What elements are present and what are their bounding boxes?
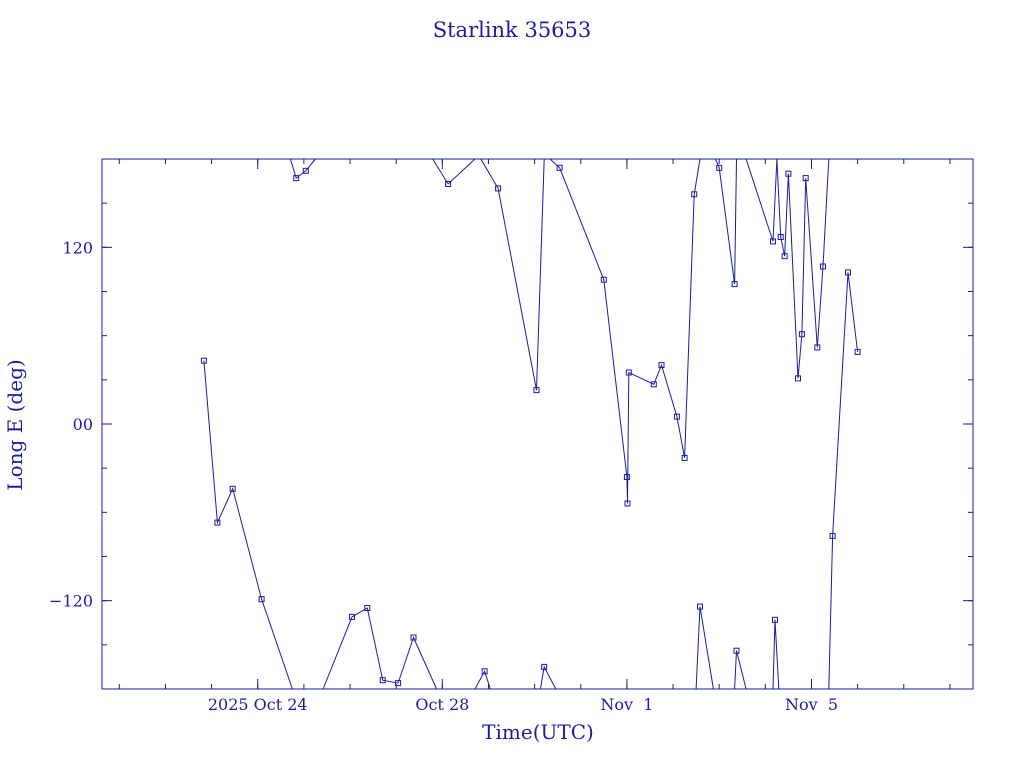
data-point	[795, 375, 801, 382]
data-point	[820, 263, 826, 270]
data-point	[785, 170, 792, 177]
data-point	[410, 634, 417, 641]
data-point	[445, 181, 452, 187]
data-point	[716, 164, 723, 171]
data-point	[650, 381, 657, 388]
data-point	[814, 344, 821, 351]
data-point	[798, 331, 805, 338]
data-point	[854, 348, 861, 355]
x-tick-label: Nov 1	[600, 695, 653, 714]
x-tick-label: 2025 Oct 24	[208, 695, 308, 714]
data-point	[772, 616, 778, 623]
data-point	[395, 680, 402, 687]
data-point	[624, 500, 631, 507]
data-point	[625, 369, 632, 376]
data-point	[623, 474, 630, 480]
data-point	[349, 613, 355, 620]
series-line-10	[734, 650, 747, 690]
data-point	[214, 519, 221, 526]
data-point	[533, 387, 540, 394]
plot-frame	[101, 158, 974, 690]
series-line-6	[539, 665, 557, 690]
series-line-4	[480, 158, 545, 391]
data-point	[600, 276, 607, 283]
data-point	[691, 191, 698, 198]
axis-ticks: 2025 Oct 24 Oct 28 Nov 1 Nov 5 120 00 −120	[49, 159, 973, 714]
series-line-2	[322, 607, 438, 690]
series-line-14	[828, 272, 859, 690]
data-point	[481, 668, 488, 675]
data-point	[829, 532, 836, 539]
data-point	[302, 167, 309, 174]
data-point	[733, 647, 740, 654]
y-axis-label: Long E (deg)	[3, 359, 27, 490]
series-line-12	[772, 619, 780, 690]
x-tick-label: Oct 28	[415, 695, 469, 714]
data-point	[541, 663, 548, 670]
data-point	[556, 164, 563, 171]
series-line-0	[203, 360, 293, 690]
data-point	[845, 269, 851, 276]
data-point	[293, 175, 300, 182]
x-tick-label: Nov 5	[785, 695, 838, 714]
x-axis-label: Time(UTC)	[482, 720, 594, 744]
data-point	[802, 175, 809, 182]
data-point	[697, 603, 703, 610]
data-point	[731, 281, 738, 288]
series-line-8	[695, 606, 714, 690]
data-point	[379, 677, 386, 684]
data-point	[258, 596, 265, 603]
data-point	[673, 413, 680, 420]
series-line-7	[549, 158, 701, 504]
data-point	[200, 357, 207, 364]
series-line-9	[714, 158, 747, 285]
data-point	[364, 605, 371, 611]
data-points	[200, 164, 861, 687]
series-line-5	[474, 670, 491, 690]
series-line-13	[776, 158, 830, 379]
series-line-11	[745, 158, 778, 242]
y-tick-label: −120	[49, 592, 93, 611]
y-tick-label: 120	[62, 238, 93, 257]
y-tick-label: 00	[73, 415, 93, 434]
series-line-1	[289, 158, 316, 179]
data-point	[658, 362, 665, 369]
data-point	[770, 238, 776, 245]
data-series	[203, 158, 859, 690]
data-point	[681, 454, 688, 461]
data-point	[781, 253, 788, 260]
data-point	[777, 234, 784, 240]
chart-title: Starlink 35653	[433, 18, 592, 42]
data-point	[495, 185, 502, 192]
series-line-3	[432, 158, 476, 185]
data-point	[229, 485, 236, 492]
